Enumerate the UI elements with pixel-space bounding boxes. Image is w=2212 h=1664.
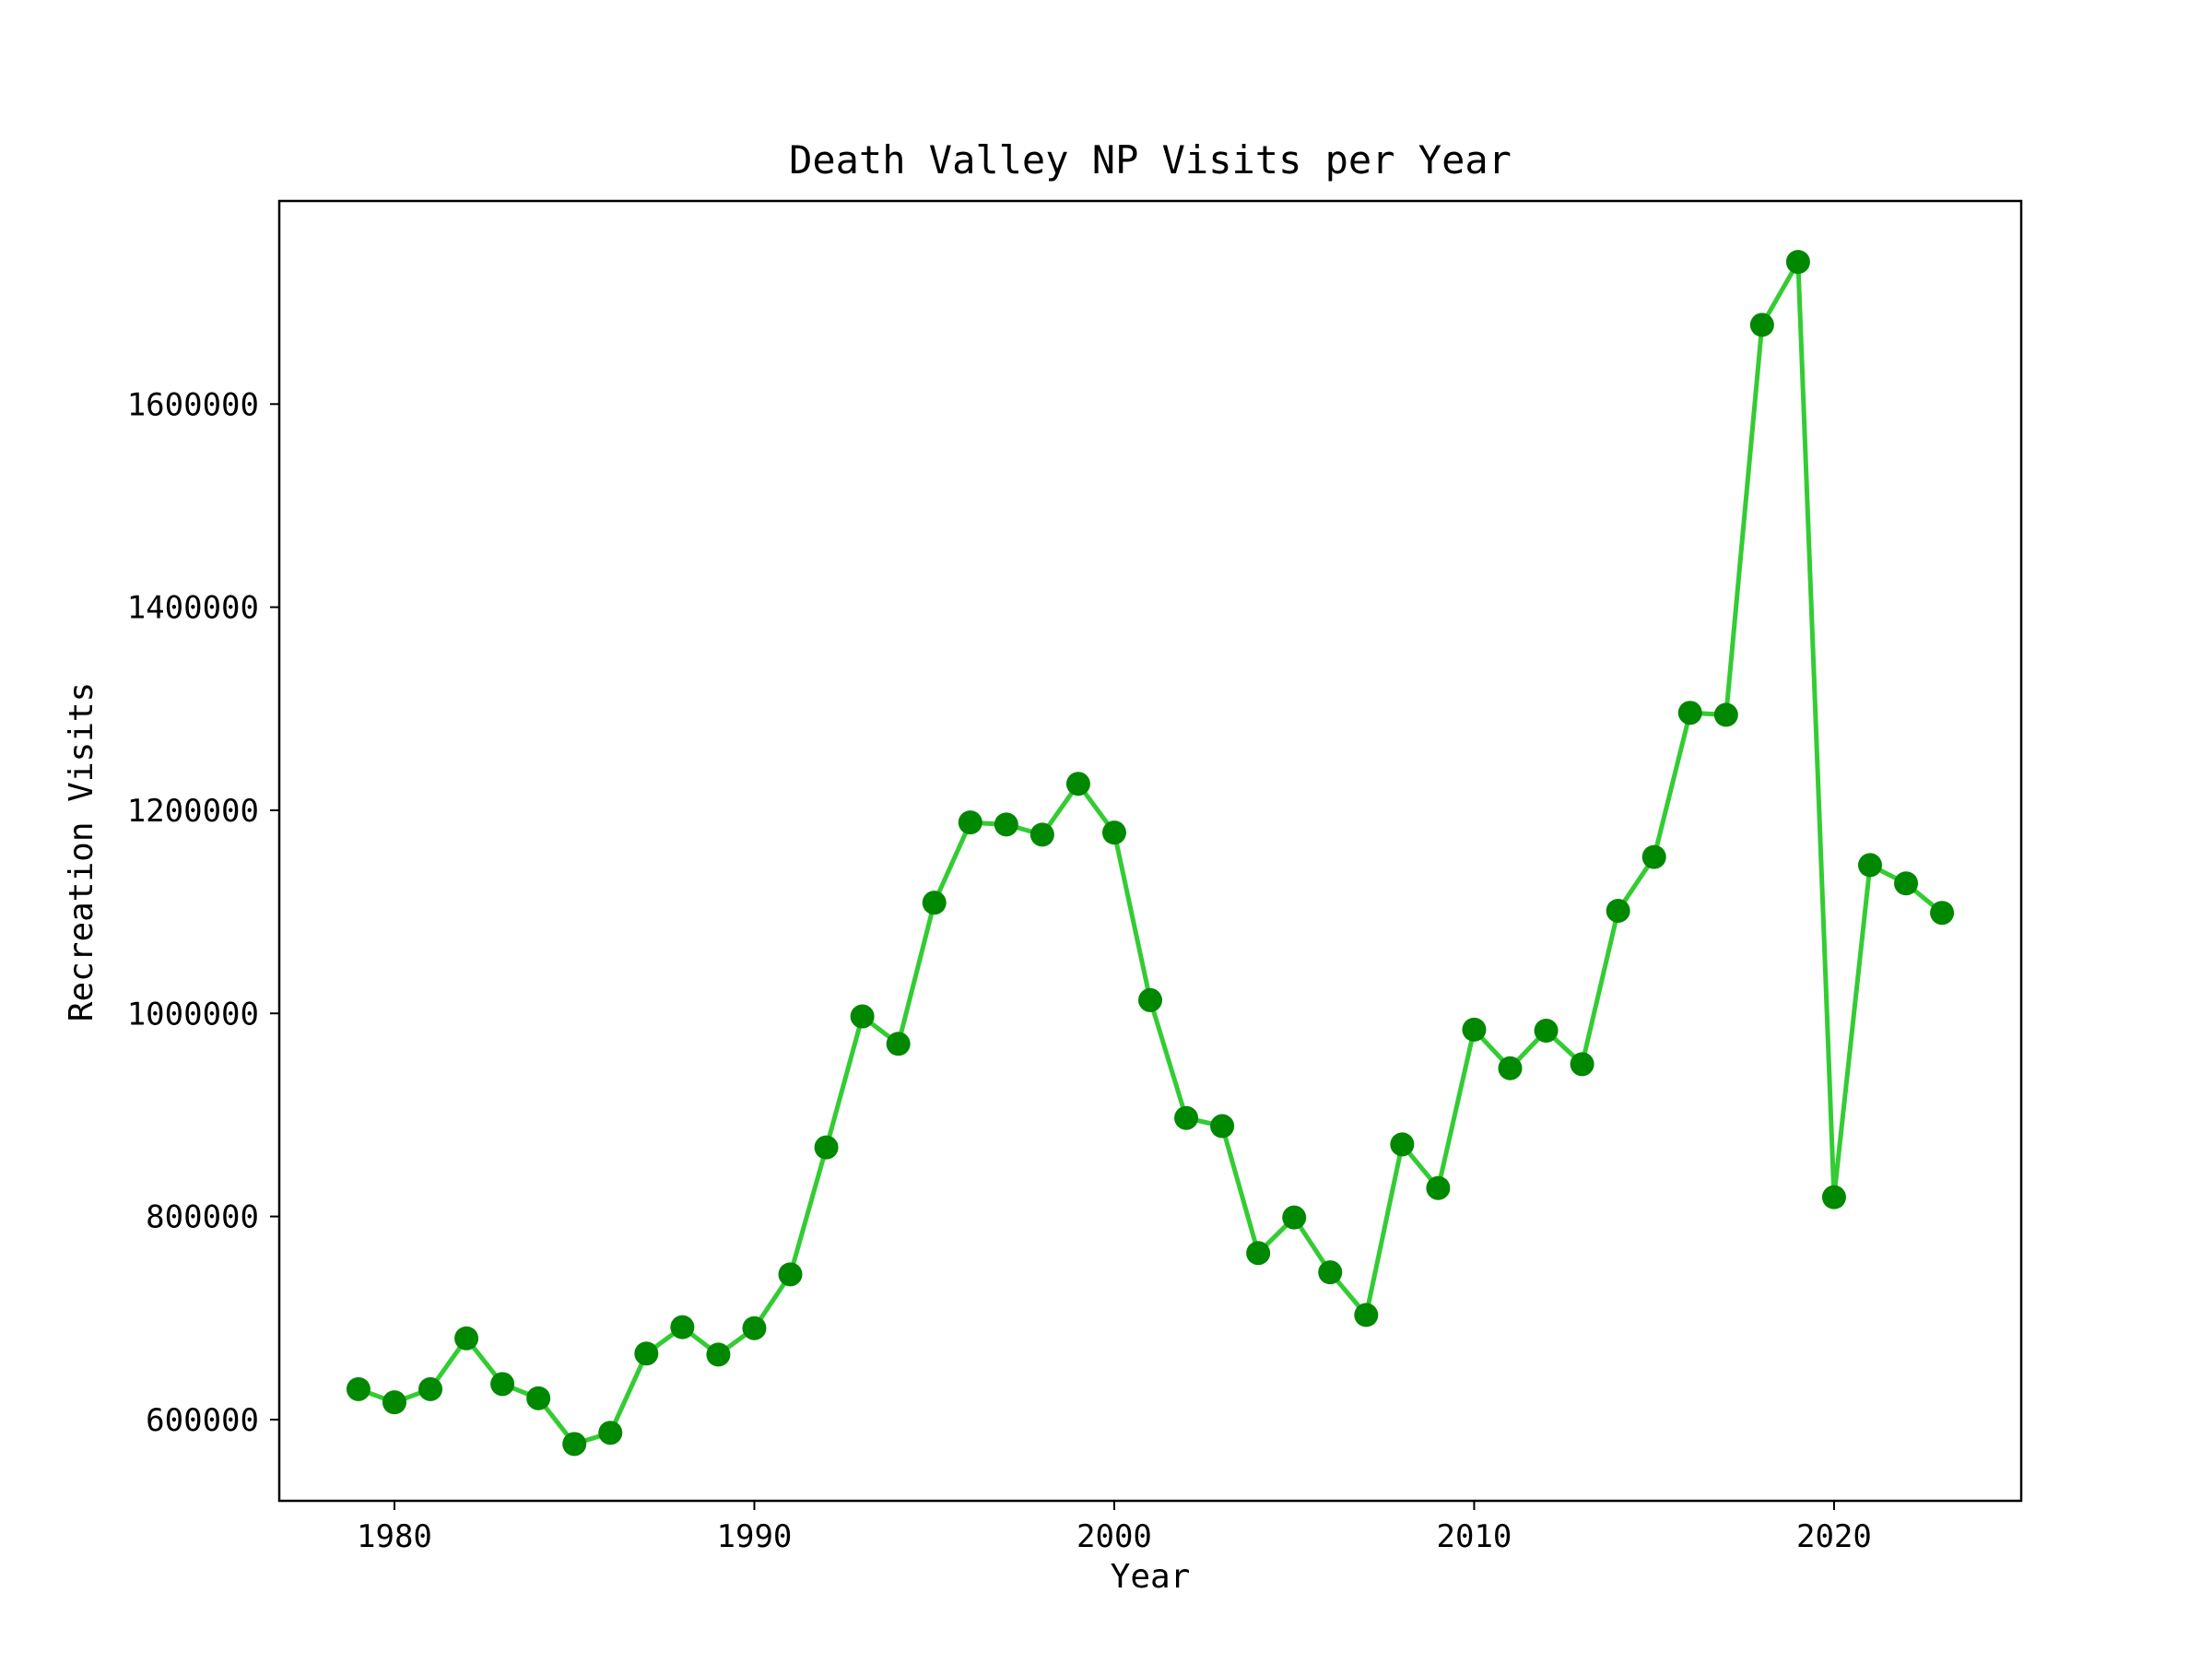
data-point [490, 1372, 515, 1397]
data-point [850, 1004, 875, 1029]
chart-title: Death Valley NP Visits per Year [789, 137, 1512, 183]
data-point [634, 1341, 659, 1366]
plot-area-frame [277, 199, 2023, 1503]
data-point [886, 1032, 911, 1056]
x-tick-label: 1990 [717, 1518, 793, 1555]
data-point [670, 1315, 695, 1339]
data-point [1030, 822, 1054, 847]
data-point [814, 1135, 839, 1160]
series-visits [346, 250, 1955, 1457]
y-tick-label: 600000 [146, 1402, 259, 1439]
y-tick-label: 1000000 [127, 996, 259, 1033]
x-axis-label: Year [1111, 1558, 1191, 1596]
x-tick-label: 2000 [1077, 1518, 1152, 1555]
data-point [1282, 1205, 1307, 1230]
data-point [1534, 1018, 1559, 1043]
data-point [1749, 313, 1774, 337]
data-point [1785, 250, 1810, 275]
data-point [1210, 1114, 1235, 1139]
data-point [1426, 1175, 1451, 1200]
data-point [1390, 1132, 1415, 1157]
data-point [1318, 1260, 1343, 1285]
data-point [922, 891, 947, 915]
data-point [1065, 772, 1090, 797]
data-point [1677, 701, 1702, 726]
y-tick-label: 1200000 [127, 793, 259, 830]
data-point [706, 1342, 731, 1367]
data-point [418, 1376, 443, 1401]
data-point [994, 812, 1018, 837]
y-tick-label: 800000 [146, 1199, 259, 1236]
y-tick-label: 1600000 [127, 386, 259, 423]
data-point [958, 810, 982, 835]
data-point [1498, 1056, 1523, 1080]
y-axis-label: Recreation Visits [63, 682, 100, 1021]
data-point [562, 1432, 587, 1457]
x-tick-label: 2020 [1796, 1518, 1872, 1555]
data-point [1821, 1185, 1846, 1210]
data-point [1462, 1017, 1487, 1042]
data-point [382, 1390, 406, 1415]
data-point [454, 1326, 479, 1351]
data-point [346, 1376, 371, 1401]
x-axis-ticks: 1980 1990 2000 2010 2020 [357, 1501, 1872, 1555]
data-point [1246, 1241, 1271, 1266]
data-point [742, 1316, 767, 1340]
x-tick-label: 2010 [1437, 1518, 1512, 1555]
data-point [1354, 1303, 1379, 1328]
y-axis-ticks: 600000 800000 1000000 1200000 1400000 1600000 [127, 386, 279, 1439]
data-point [1930, 901, 1955, 926]
data-point [1570, 1052, 1594, 1077]
data-point [598, 1421, 623, 1446]
data-point [778, 1262, 803, 1287]
data-point [1857, 853, 1882, 878]
data-point [1138, 987, 1162, 1012]
data-point [1641, 844, 1666, 869]
x-tick-label: 1980 [357, 1518, 432, 1555]
data-point [1606, 898, 1630, 923]
data-point [1894, 871, 1919, 896]
data-point [526, 1386, 551, 1410]
data-point [1713, 702, 1738, 727]
data-point [1101, 820, 1126, 845]
y-tick-label: 1400000 [127, 590, 259, 627]
data-point [1174, 1105, 1199, 1130]
